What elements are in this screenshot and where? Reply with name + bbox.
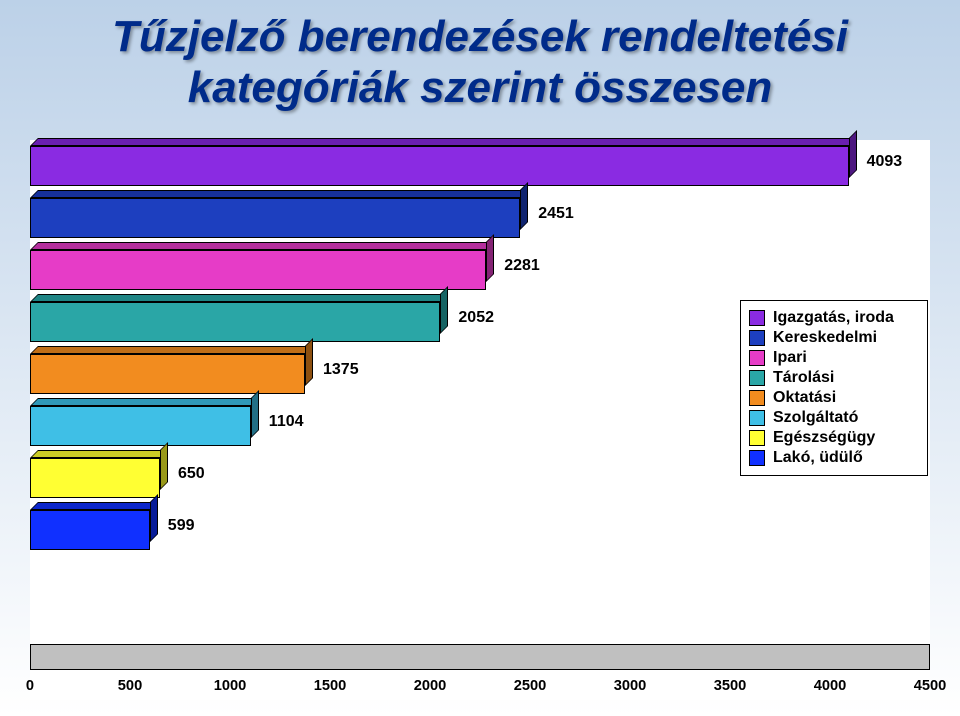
slide: Tűzjelző berendezések rendeltetési kateg… (0, 0, 960, 716)
legend-item: Ipari (749, 349, 919, 367)
title-line-2: kategóriák szerint összesen (188, 63, 772, 112)
legend-label: Igazgatás, iroda (773, 309, 894, 327)
bar-lako: 599 (30, 510, 150, 550)
x-tick: 2000 (414, 678, 447, 694)
x-tick: 0 (26, 678, 34, 694)
legend-item: Igazgatás, iroda (749, 309, 919, 327)
legend-label: Kereskedelmi (773, 329, 877, 347)
bar-value-szolgaltato: 1104 (269, 413, 304, 431)
legend-swatch (749, 330, 765, 346)
x-tick: 4500 (914, 678, 947, 694)
x-tick: 1000 (214, 678, 247, 694)
legend-swatch (749, 430, 765, 446)
bar-tarolasi: 2052 (30, 302, 440, 342)
bar-value-oktatasi: 1375 (323, 361, 359, 379)
x-tick: 3500 (714, 678, 747, 694)
bar-value-ipari: 2281 (504, 257, 540, 275)
bar-value-igazgatas: 4093 (867, 153, 903, 171)
x-axis: 050010001500200025003000350040004500 (30, 670, 930, 700)
legend-label: Szolgáltató (773, 409, 858, 427)
x-tick: 2500 (514, 678, 547, 694)
legend-label: Ipari (773, 349, 807, 367)
x-tick: 500 (118, 678, 142, 694)
legend-swatch (749, 350, 765, 366)
bar-value-egeszsegugy: 650 (178, 465, 205, 483)
x-tick: 3000 (614, 678, 647, 694)
chart-legend: Igazgatás, iroda Kereskedelmi Ipari Tárolás… (740, 300, 928, 476)
legend-swatch (749, 370, 765, 386)
bar-kereskedelmi: 2451 (30, 198, 520, 238)
bar-value-kereskedelmi: 2451 (538, 205, 574, 223)
legend-item: Oktatási (749, 389, 919, 407)
legend-swatch (749, 390, 765, 406)
legend-label: Tárolási (773, 369, 834, 387)
legend-swatch (749, 310, 765, 326)
slide-title: Tűzjelző berendezések rendeltetési kateg… (0, 12, 960, 113)
legend-item: Kereskedelmi (749, 329, 919, 347)
title-line-1: Tűzjelző berendezések rendeltetési (112, 12, 848, 61)
legend-item: Szolgáltató (749, 409, 919, 427)
legend-label: Egészségügy (773, 429, 875, 447)
bar-value-tarolasi: 2052 (458, 309, 494, 327)
bar-value-lako: 599 (168, 517, 195, 535)
legend-item: Tárolási (749, 369, 919, 387)
chart-floor (30, 644, 930, 670)
x-tick: 1500 (314, 678, 347, 694)
x-tick: 4000 (814, 678, 847, 694)
bar-ipari: 2281 (30, 250, 486, 290)
legend-item: Lakó, üdülő (749, 449, 919, 467)
legend-item: Egészségügy (749, 429, 919, 447)
legend-label: Lakó, üdülő (773, 449, 863, 467)
bar-igazgatas: 4093 (30, 146, 849, 186)
bar-oktatasi: 1375 (30, 354, 305, 394)
legend-swatch (749, 450, 765, 466)
legend-label: Oktatási (773, 389, 836, 407)
legend-swatch (749, 410, 765, 426)
bar-szolgaltato: 1104 (30, 406, 251, 446)
bar-egeszsegugy: 650 (30, 458, 160, 498)
